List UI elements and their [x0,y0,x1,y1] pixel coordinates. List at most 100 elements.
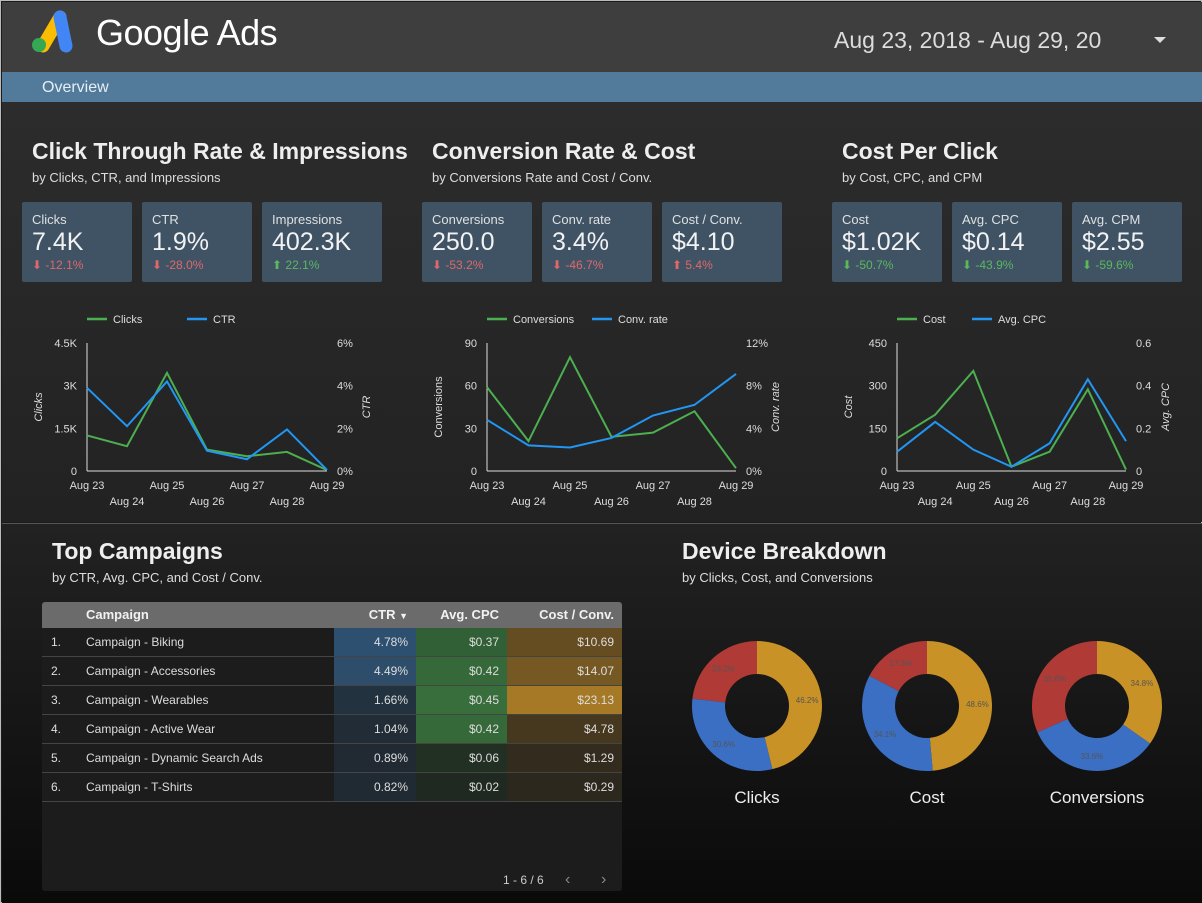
donut-chart: 34.8% 33.6% 31.6% [1032,641,1162,771]
kpi-label: Avg. CPC [962,212,1019,227]
date-range-picker[interactable]: Aug 23, 2018 - Aug 29, 2018 [834,27,1102,53]
y-right-tick-label: 0 [1136,466,1142,478]
kpi-change-value: -46.7% [565,258,604,272]
cell-cpa: $23.13 [507,686,622,714]
legend-label: CTR [213,314,236,326]
kpi-label: Cost / Conv. [672,212,743,227]
y-right-axis-title: Conv. rate [770,382,782,432]
pagination-label: 1 - 6 / 6 [503,873,544,887]
cell-cpc: $0.45 [416,686,507,714]
tab-overview[interactable]: Overview [42,79,109,96]
column-ctr[interactable]: CTR ▼ [334,602,408,629]
slice-label: 48.6% [966,700,989,709]
x-tick-label: Aug 27 [230,480,265,492]
y-right-tick-label: 0% [746,466,762,478]
x-tick-label: Aug 25 [956,480,991,492]
kpi-card: Clicks 7.4K ⬇ -12.1% [22,202,132,282]
y-axis-title: Clicks [33,392,45,422]
x-tick-label: Aug 24 [918,496,953,508]
y-tick-label: 150 [869,423,887,435]
cell-cpc: $0.02 [416,773,507,801]
row-number: 4. [51,722,62,736]
column-campaign[interactable]: Campaign [86,607,149,622]
cell-cpa: $14.07 [507,657,622,685]
section-subtitle: by Cost, CPC, and CPM [842,170,983,185]
x-tick-label: Aug 26 [190,496,225,508]
line-chart: Cost Avg. CPC 0 150 300 450 0 0.2 0.4 0.6 Cost Avg.… [843,314,1172,508]
next-page-icon[interactable]: › [601,871,607,888]
brand-name: Google Ads [96,12,278,53]
y-axis-title: Conversions [433,376,445,438]
y-tick-label: 60 [465,381,477,393]
line-chart: Conversions Conv. rate 0 30 60 90 0% 4% 8% 12% Con… [433,314,782,508]
campaign-name: Campaign - Dynamic Search Ads [86,751,263,765]
cell-ctr: 1.04% [334,715,416,743]
legend-label: Clicks [113,314,143,326]
cell-cpc: $0.42 [416,715,507,743]
table-row[interactable]: 4. Campaign - Active Wear 1.04% $0.42 $4.78 [42,715,622,744]
arrow-down-icon: ⬇ [842,258,856,272]
kpi-card: Cost $1.02K ⬇ -50.7% [832,202,942,282]
x-tick-label: Aug 26 [994,496,1029,508]
cell-ctr: 1.66% [334,686,416,714]
column-cost-conv[interactable]: Cost / Conv. [539,607,614,622]
slice-label: 34.8% [1131,679,1154,688]
kpi-section [2,102,1202,522]
arrow-up-icon: ⬆ [272,258,286,272]
x-tick-label: Aug 29 [1109,480,1144,492]
campaign-name: Campaign - T-Shirts [86,780,193,794]
table-row[interactable]: 3. Campaign - Wearables 1.66% $0.45 $23.13 [42,686,622,715]
devices-subtitle: by Clicks, Cost, and Conversions [682,570,873,585]
arrow-up-icon: ⬆ [672,258,686,272]
kpi-card: CTR 1.9% ⬇ -28.0% [142,202,252,282]
kpi-card: Impressions 402.3K ⬆ 22.1% [262,202,382,282]
legend-label: Avg. CPC [998,314,1046,326]
kpi-change-value: 5.4% [685,258,713,272]
x-tick-label: Aug 23 [70,480,105,492]
kpi-change: ⬇ -50.7% [842,258,893,272]
kpi-change-value: -12.1% [45,258,84,272]
kpi-card: Conversions 250.0 ⬇ -53.2% [422,202,532,282]
y-tick-label: 450 [869,338,887,350]
campaign-name: Campaign - Active Wear [86,722,216,736]
kpi-label: Conv. rate [552,212,612,227]
y-right-tick-label: 4% [337,381,353,393]
y-right-tick-label: 0.4 [1136,381,1151,393]
table-row[interactable]: 6. Campaign - T-Shirts 0.82% $0.02 $0.29 [42,773,622,802]
kpi-label: Conversions [432,212,505,227]
row-number: 5. [51,751,62,765]
y-right-tick-label: 4% [746,423,762,435]
kpi-card: Conv. rate 3.4% ⬇ -46.7% [542,202,652,282]
kpi-change-value: -43.9% [975,258,1014,272]
slice-label: 23.2% [712,664,735,673]
section-subtitle: by Clicks, CTR, and Impressions [32,170,221,185]
slice-label: 30.6% [712,740,735,749]
kpi-label: Impressions [272,212,343,227]
slice-label: 17.3% [890,659,913,668]
series-line-conversions [486,355,737,469]
y-right-tick-label: 12% [746,338,768,350]
slice-label: 31.6% [1043,674,1066,683]
table-row[interactable]: 1. Campaign - Biking 4.78% $0.37 $10.69 [42,628,622,657]
donut-chart: 46.2% 30.6% 23.2% [692,641,823,771]
cell-cpa: $4.78 [507,715,622,743]
section-title: Conversion Rate & Cost [432,138,696,164]
donut-slice [692,698,773,771]
line-chart: Clicks CTR 0 1.5K 3K 4.5K 0% 2% 4% 6% Clicks CTR Aug… [33,314,373,508]
prev-page-icon[interactable]: ‹ [565,871,571,888]
y-right-tick-label: 0.6 [1136,338,1151,350]
kpi-change-value: -59.6% [1095,258,1134,272]
x-tick-label: Aug 26 [594,496,629,508]
column-avg-cpc[interactable]: Avg. CPC [440,607,499,622]
google-ads-logo-icon [32,10,73,53]
kpi-change: ⬆ 5.4% [672,258,713,272]
kpi-value: 250.0 [432,228,495,256]
kpi-change: ⬆ 22.1% [272,258,319,272]
x-tick-label: Aug 29 [719,480,754,492]
table-row[interactable]: 2. Campaign - Accessories 4.49% $0.42 $14.07 [42,657,622,686]
table-row[interactable]: 5. Campaign - Dynamic Search Ads 0.89% $0.0… [42,744,622,773]
x-tick-label: Aug 28 [1070,496,1105,508]
dropdown-caret-icon[interactable] [1154,37,1166,43]
donut-slice [927,641,993,771]
